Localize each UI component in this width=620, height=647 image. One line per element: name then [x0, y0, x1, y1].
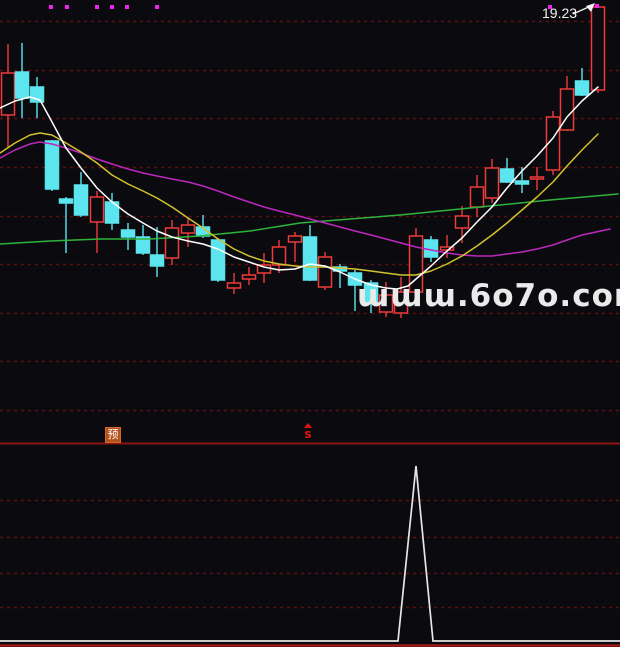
gridlines-layer	[0, 20, 620, 609]
indicator-layer	[0, 465, 620, 647]
price-annotation: 19.23	[542, 5, 578, 21]
ma-magenta	[0, 141, 611, 257]
candles-layer	[0, 6, 606, 318]
ma-white	[0, 86, 599, 290]
price-arrow	[572, 3, 595, 15]
watermark: ɯɯɯ.6o7o.com	[357, 278, 620, 314]
indicator-spike	[0, 465, 620, 642]
sell-letter: s	[304, 427, 312, 441]
signal-badge-yu: 预	[105, 427, 121, 443]
signal-dots-layer	[49, 4, 599, 9]
sell-signal-marker: s	[301, 423, 315, 440]
ma-green	[0, 193, 619, 245]
ma-lines-layer	[0, 86, 619, 290]
up-triangle-icon	[304, 423, 312, 428]
ma-yellow	[0, 132, 599, 276]
